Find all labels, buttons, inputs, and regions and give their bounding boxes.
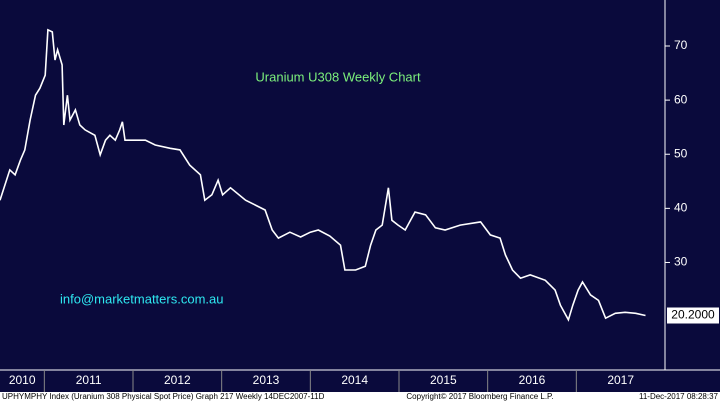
y-tick-label: 50	[674, 146, 688, 160]
footer-background	[0, 392, 720, 402]
x-tick-label: 2013	[253, 373, 280, 387]
footer-left: UPHYMPHY Index (Uranium 308 Physical Spo…	[2, 392, 325, 401]
y-tick-label: 40	[674, 201, 688, 215]
x-tick-label: 2017	[607, 373, 634, 387]
y-tick-label: 30	[674, 255, 688, 269]
x-tick-label: 2015	[430, 373, 457, 387]
last-price-box	[667, 307, 719, 324]
x-tick-label: 2012	[164, 373, 191, 387]
x-tick-label: 2014	[341, 373, 368, 387]
y-tick-label: 70	[674, 38, 688, 52]
x-tick-label: 2016	[519, 373, 546, 387]
x-tick-label: 2011	[76, 373, 102, 387]
price-line	[0, 28, 646, 322]
last-price-label: 20.2000	[671, 308, 715, 322]
plot-background	[0, 0, 720, 392]
y-tick-label: 60	[674, 92, 688, 106]
footer-right: 11-Dec-2017 08:28:37	[639, 392, 719, 401]
chart-title: Uranium U308 Weekly Chart	[255, 69, 421, 84]
annotation: info@marketmatters.com.au	[60, 291, 223, 306]
x-tick-label: 2010	[9, 373, 36, 387]
footer-middle: Copyright© 2017 Bloomberg Finance L.P.	[406, 392, 553, 401]
